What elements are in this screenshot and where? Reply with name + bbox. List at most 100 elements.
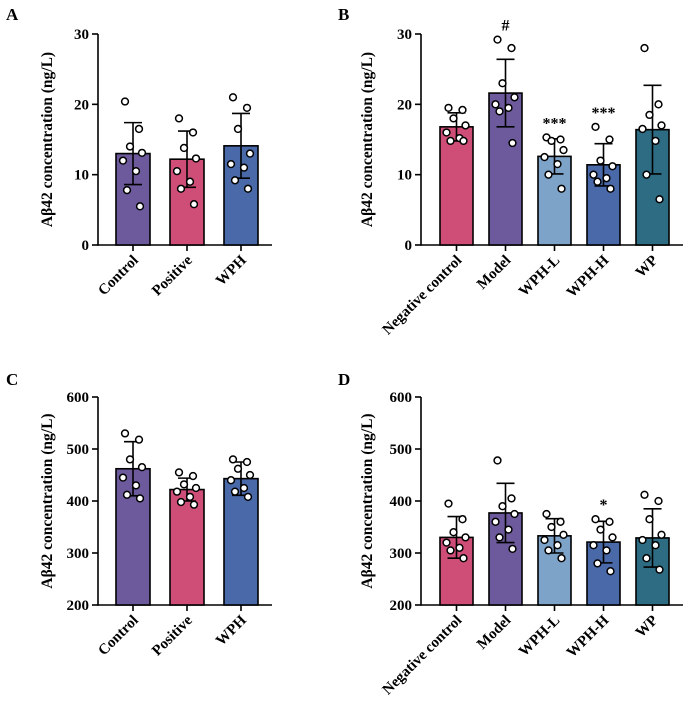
data-point [557,554,566,563]
data-point [510,93,519,102]
data-point [245,470,255,480]
data-point [446,546,455,555]
y-tick-label: 600 [67,390,90,406]
panel-letter: B [338,5,349,24]
x-tick-label: WPH [213,612,250,649]
data-point [118,156,128,165]
data-point [645,110,654,120]
data-point [654,100,663,109]
data-point [640,43,649,53]
y-tick-label: 10 [397,168,412,184]
data-point [179,143,189,153]
data-point [444,103,453,112]
data-point [602,174,611,183]
data-point [557,184,566,193]
data-point [591,122,600,131]
data-point [645,515,654,524]
data-point [510,509,519,519]
x-tick-label: Positive [149,612,196,659]
data-point [638,535,647,545]
data-point [120,97,130,106]
data-point [605,135,614,144]
data-point [455,543,464,552]
x-tick-label: Control [95,613,141,659]
data-point [135,202,145,211]
y-axis-label: Aβ42 concentration (ng/L) [39,52,56,227]
panel-c: C Aβ42 concentration (ng/L) 200 300 400 500 60… [6,370,272,659]
data-point [608,162,617,171]
data-point [651,136,660,146]
data-point [491,100,500,109]
data-point [593,177,602,186]
data-point [461,121,470,130]
data-point [591,515,600,524]
data-point [233,124,243,134]
y-tick-label: 30 [74,27,89,43]
data-point [508,138,517,148]
data-point [459,136,468,146]
data-point [508,544,517,553]
data-point [188,128,198,137]
data-point [495,533,504,542]
data-point [131,167,141,176]
data-point [606,184,615,193]
x-tick-label: WPH [213,252,250,289]
y-tick-label: 30 [397,27,412,43]
data-point [135,494,145,503]
x-tick-label: Model [474,613,514,653]
data-point [654,496,663,506]
data-point [553,541,562,550]
data-point [491,517,500,526]
data-point [228,93,238,102]
panel-a: A Aβ42 concentration (ng/L) 0 10 20 30 Control… [6,5,272,299]
data-point [125,142,135,151]
significance-mark: # [502,18,510,35]
significance-mark: *** [592,105,616,122]
x-tick-label: Negative control [380,253,466,339]
data-point [245,149,255,158]
data-point [242,103,252,112]
data-point [230,176,240,185]
data-point [606,567,615,576]
data-point [544,546,553,555]
bar-0 [115,467,151,606]
data-point [651,541,660,550]
y-axis-label: Aβ42 concentration (ng/L) [359,413,376,588]
data-point [640,490,649,499]
bar-2 [223,477,259,606]
data-point [442,128,451,137]
data-point [131,481,141,490]
data-point [120,429,130,438]
panel-b: B Aβ42 concentration (ng/L) 0 10 20 30 Negativ… [338,5,683,338]
data-point [559,145,568,155]
y-tick-label: 500 [67,442,90,458]
significance-mark: * [600,497,608,514]
y-tick-label: 400 [390,494,413,510]
data-point [596,525,605,534]
data-point [179,480,189,489]
data-point [504,525,513,534]
y-tick-label: 400 [67,494,90,510]
data-point [458,515,467,524]
data-point [185,177,195,186]
data-point [498,502,507,511]
data-point [655,195,664,204]
data-point [228,455,238,464]
y-tick-label: 200 [390,598,413,614]
data-point [134,435,144,444]
data-point [118,473,128,482]
data-point [243,184,253,193]
y-axis-label: Aβ42 concentration (ng/L) [359,52,376,227]
y-tick-label: 300 [67,546,90,562]
data-point [459,554,468,563]
data-point [589,170,598,179]
data-point [191,483,201,493]
data-point [134,124,144,134]
panel-d: D Aβ42 concentration (ng/L) 200 300 400 500 60… [338,370,683,698]
data-point [642,170,651,179]
data-point [642,554,651,563]
data-point [493,456,502,465]
y-tick-label: 0 [82,238,90,254]
x-tick-label: WPH-H [564,612,613,661]
data-point [542,509,551,519]
